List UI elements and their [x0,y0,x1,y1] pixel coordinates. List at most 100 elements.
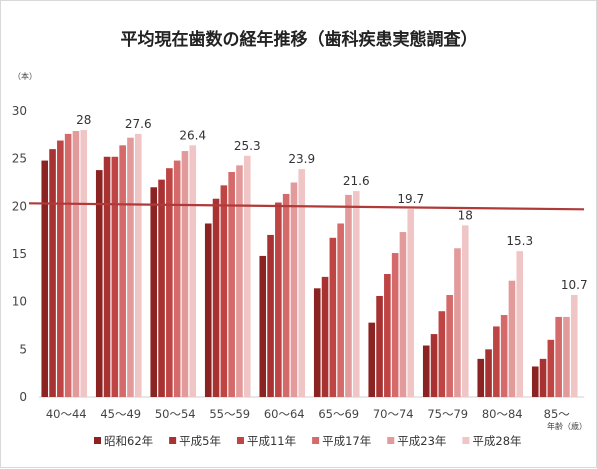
bar [368,322,376,397]
bar [477,358,485,397]
legend-item: 平成23年 [387,434,446,448]
bar [212,198,220,397]
bar [49,149,56,397]
bar [189,145,197,397]
x-tick-label: 45～49 [100,407,141,421]
data-label: 25.3 [234,139,261,153]
bar [290,182,298,397]
bar-group [95,133,142,397]
bar [430,334,438,397]
legend-label: 昭和62年 [104,434,153,448]
bar-group [41,130,88,398]
data-label: 21.6 [343,174,370,188]
x-tick-label: 65～69 [318,407,359,421]
bar-group [204,155,251,397]
y-tick-label: 15 [12,247,27,261]
data-labels: 28 27.6 26.4 25.3 23.9 21.6 19.7 18 15.3 10.7 [76,113,588,292]
x-tick-label: 85～ [544,407,571,421]
bar [337,223,344,397]
bar [282,193,290,397]
bar [539,358,547,397]
legend-swatch [312,437,320,444]
legend-item: 昭和62年 [94,434,153,448]
bar [111,156,119,397]
legend-swatch [387,437,395,444]
bar [80,130,88,397]
bar [72,131,80,397]
legend-swatch [94,437,101,444]
x-axis-ticks: 40～44 45～49 50～54 55～59 60～64 65～69 70～74 75～79… [46,407,570,421]
bar [570,294,578,397]
bar [384,274,391,397]
bar [41,160,49,397]
legend-item: 平成11年 [236,434,296,448]
bar-groups [41,130,578,398]
bar-group [259,169,306,397]
x-tick-label: 80～84 [482,407,523,421]
y-axis-unit: （本） [13,71,37,81]
bar [313,288,321,397]
bar-group [313,191,360,397]
bar [267,234,274,397]
chart-title: 平均現在歯数の経年推移（歯科疾患実態調査） [121,29,478,50]
data-label: 15.3 [506,234,533,248]
bar-group [422,225,469,397]
bar [391,253,399,397]
bar-group [531,294,578,397]
x-tick-label: 75～79 [427,407,468,421]
bar [352,191,360,397]
legend-label: 平成17年 [322,434,371,448]
bar [329,237,337,397]
legend-swatch [236,437,244,444]
x-axis-unit: 年齢（歳） [547,421,587,431]
bar [173,160,181,397]
bar [166,168,173,397]
bar [220,185,228,397]
bar [493,326,500,397]
legend-item: 平成28年 [462,434,522,448]
bar-group [477,251,524,397]
bar [547,339,555,397]
bar [158,179,165,397]
y-tick-label: 30 [12,104,27,118]
bar [516,251,524,397]
y-axis-ticks: 0 5 10 15 20 25 30 [12,104,27,404]
bar [461,225,469,397]
y-tick-label: 25 [12,152,27,166]
reference-line-20 [28,202,585,211]
bar [508,280,516,397]
legend-label: 平成11年 [247,434,296,448]
bar [95,170,103,397]
bar [243,155,251,397]
bar [407,209,415,397]
legend-swatch [169,437,177,444]
bar [228,172,235,397]
bar [376,295,383,397]
bar [345,194,352,397]
x-tick-label: 50～54 [155,407,196,421]
legend-item: 平成5年 [169,434,221,448]
bar [57,140,64,398]
bar [204,223,212,397]
bar [119,145,126,397]
y-tick-label: 0 [19,390,27,404]
data-label: 27.6 [125,117,152,131]
data-label: 18 [458,208,473,222]
y-tick-label: 5 [19,342,27,356]
x-tick-label: 70～74 [373,407,414,421]
legend-label: 平成28年 [472,434,521,448]
bar [531,366,539,397]
bar [446,294,453,397]
bar [298,169,306,397]
bar [500,315,508,397]
bar [259,255,267,397]
bar [438,311,446,397]
bar [485,349,492,397]
y-tick-label: 20 [12,199,27,213]
bar [321,276,329,397]
bar [150,187,158,397]
data-label: 19.7 [397,192,424,206]
bar [134,133,142,397]
